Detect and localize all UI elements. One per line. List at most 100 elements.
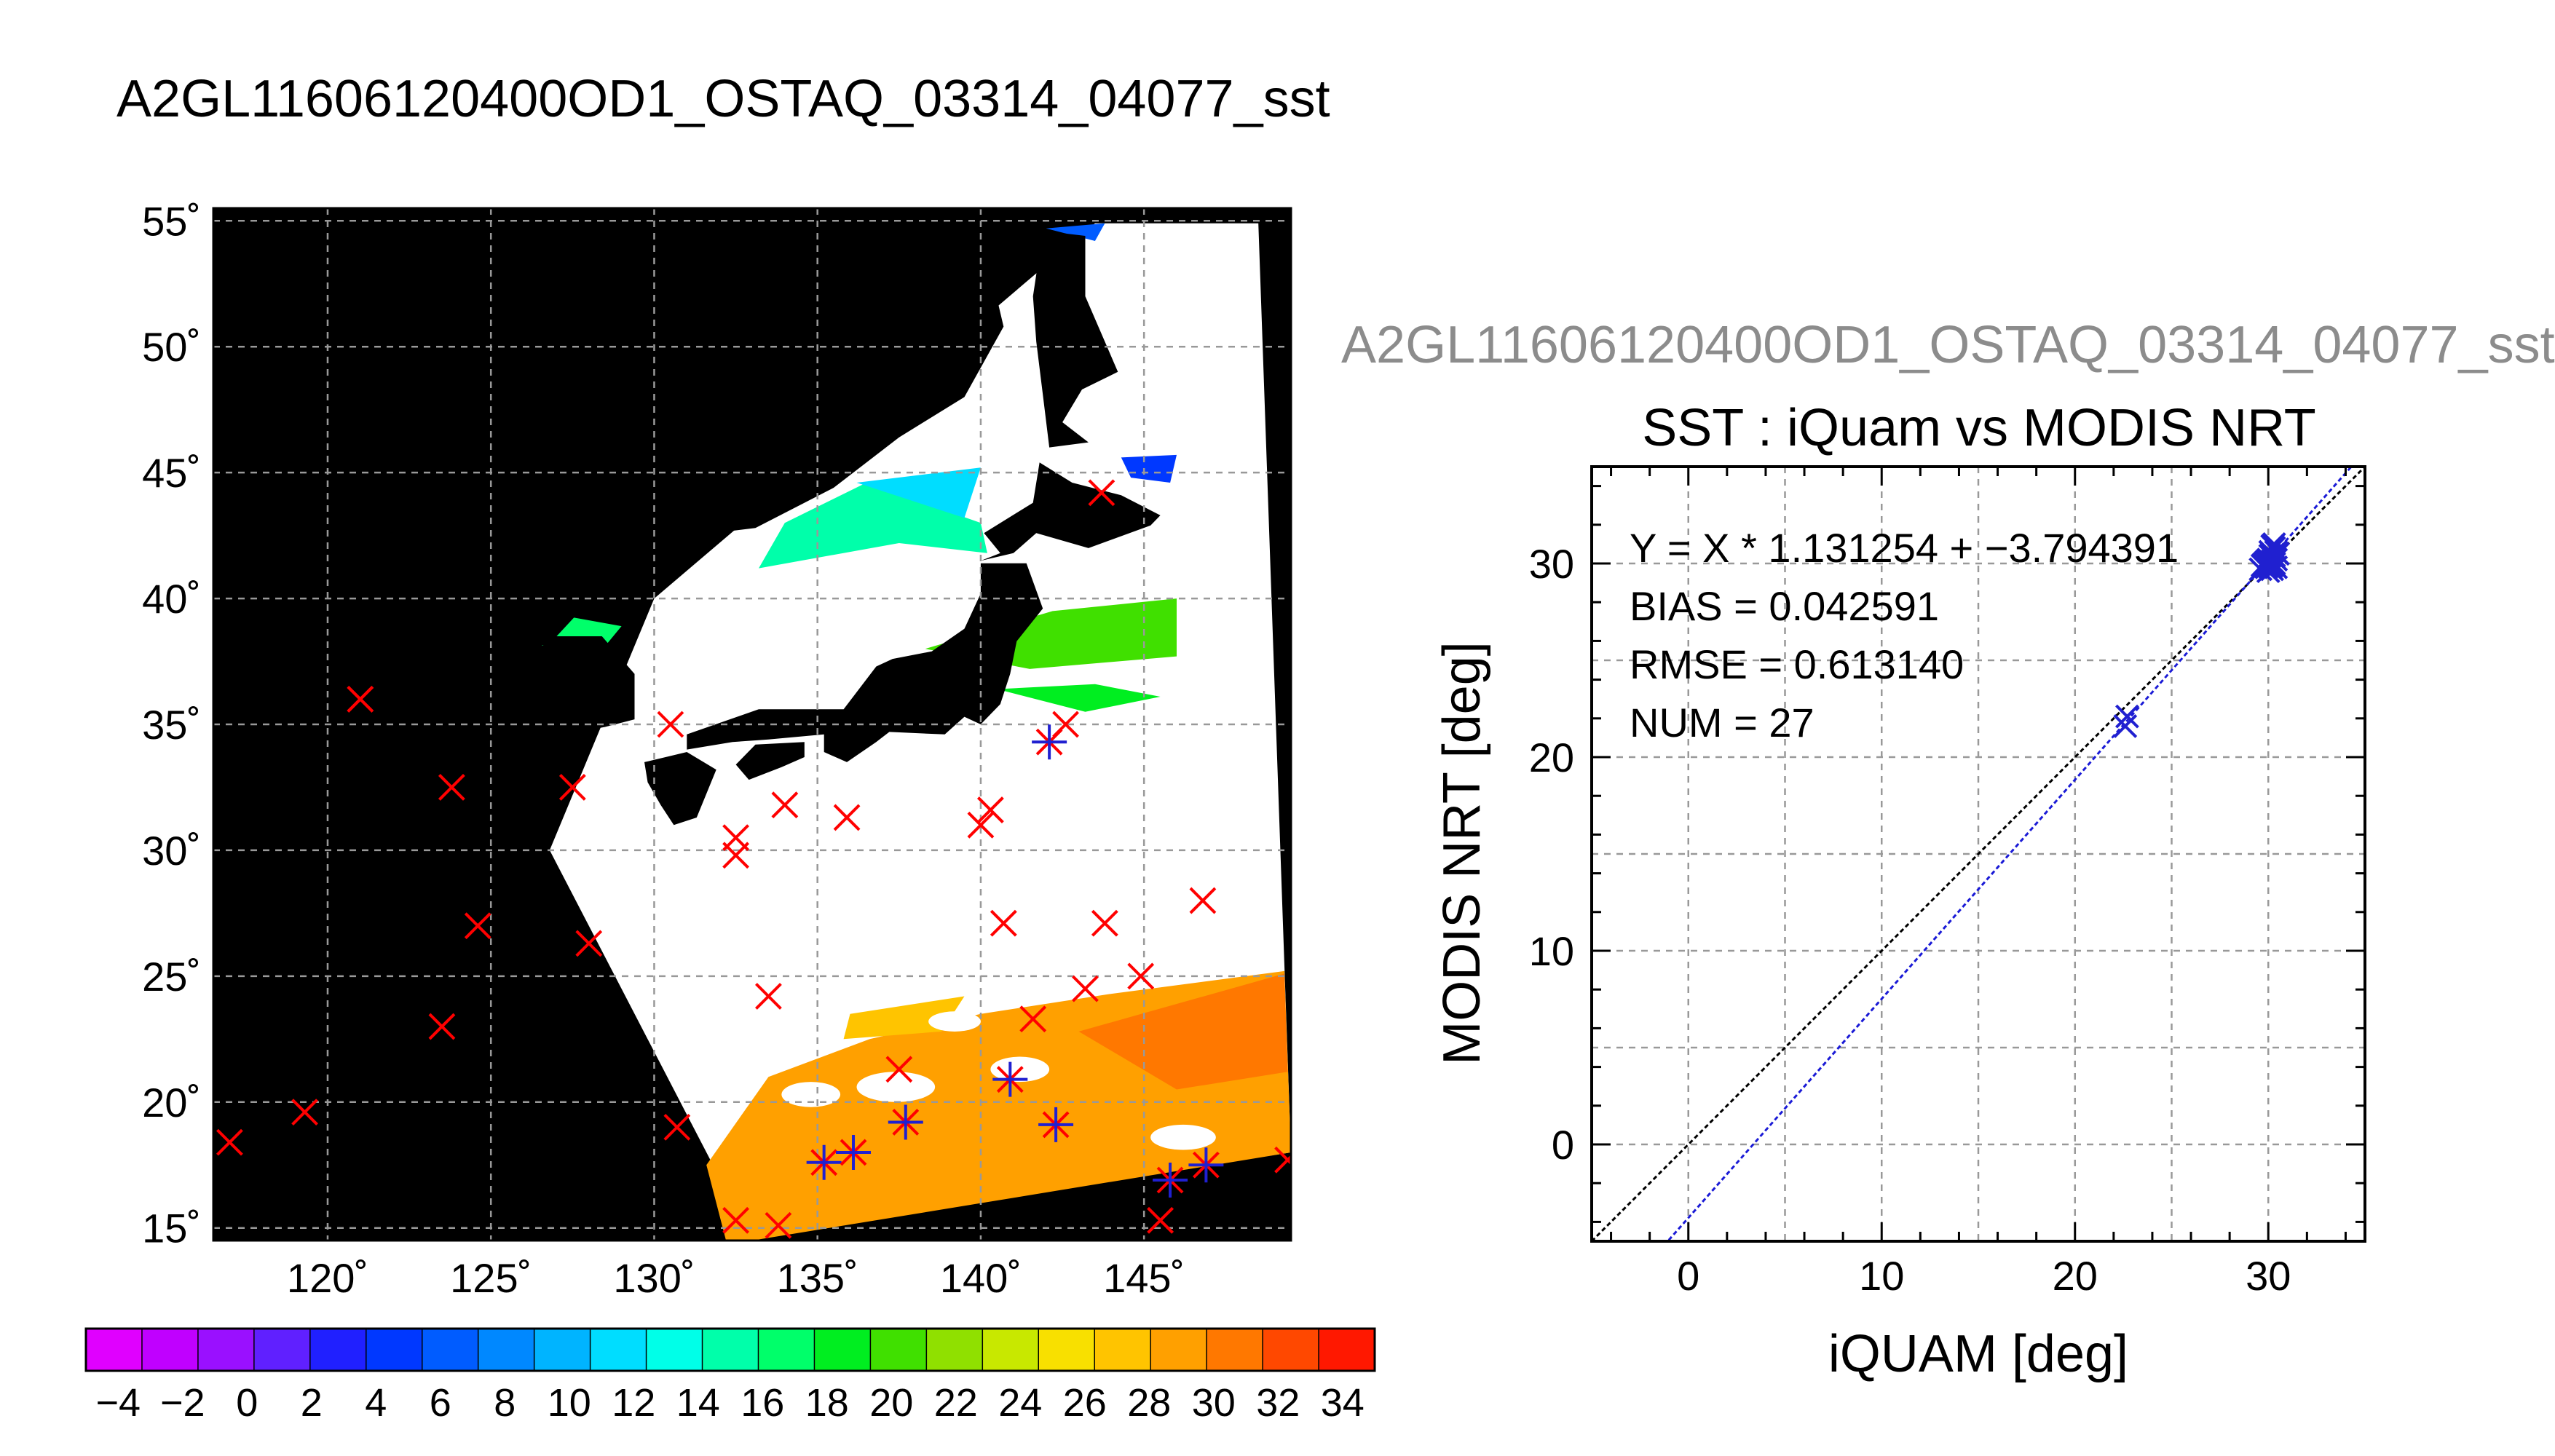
sst-map: 120˚ 125˚ 130˚ 135˚ 140˚ 145˚ 15˚ 20˚ 25˚ 30˚ 35˚ 4… [142,198,1292,1301]
map-x-tick-label: 125˚ [450,1255,532,1301]
colorbar-segment [141,1329,199,1371]
colorbar-segment [1150,1329,1207,1371]
one-to-one-line [1592,467,2365,1241]
main-title: A2GL11606120400OD1_OSTAQ_03314_04077_sst [117,70,1330,128]
colorbar-tick-label: 34 [1321,1381,1365,1425]
match-marker-blue [888,1104,923,1140]
colorbar-tick-label: 2 [301,1381,323,1425]
land-shikoku [735,742,805,780]
land-kyushu [644,752,716,826]
scatter-y-tick-label: 0 [1552,1122,1574,1168]
colorbar-segment [590,1329,647,1371]
y-axis-label: MODIS NRT [deg] [1433,641,1491,1065]
colorbar-tick-label: 28 [1127,1381,1171,1425]
scatter-lines [1592,467,2365,1241]
match-marker-red [976,796,1004,824]
match-marker-red [663,1113,691,1141]
colorbar-tick-label: 14 [676,1381,720,1425]
colorbar-frame [84,1327,1376,1372]
sst-patch-yellow [843,996,965,1040]
colorbar-segment [1094,1329,1151,1371]
land-sakhalin [1032,231,1118,448]
map-graticule [213,208,1291,1241]
colorbar-segment [253,1329,311,1371]
sst-patch-sea-of-japan-north [856,467,981,518]
fit-equation: Y = X * 1.131254 + −3.794391 [1630,525,2179,571]
scatter-points [2113,531,2290,738]
scatter-x-tick-label: 0 [1677,1253,1699,1299]
sst-patch-okhotsk [1121,454,1177,483]
match-marker-red [1274,1146,1291,1174]
match-marker-red [575,930,603,957]
map-y-tick-label: 20˚ [142,1080,201,1125]
map-y-tick-label: 15˚ [142,1206,201,1251]
match-marker-red [438,774,465,801]
scatter-x-tick-label: 30 [2246,1253,2291,1299]
colorbar-tick-label: 24 [998,1381,1042,1425]
colorbar-segment [814,1329,871,1371]
match-marker-red [291,1099,318,1126]
colorbar-segment [1263,1329,1319,1371]
scatter-x-tick-label: 10 [1859,1253,1904,1299]
sst-patch-kuroshio-south [997,684,1161,712]
colorbar-tick-label: 10 [548,1381,591,1425]
match-marker-red [885,1056,913,1083]
map-frame [212,207,1292,1242]
match-marker-red [1019,1005,1047,1033]
colorbar-tick-label: 18 [805,1381,849,1425]
colorbar-tick-labels: −4 −2 0 2 4 6 8 10 12 14 16 18 20 22 24 26 28 30 32 34 [95,1381,1364,1425]
match-marker-red [464,912,491,940]
overlay-title: A2GL11606120400OD1_OSTAQ_03314_04077_sst [1341,316,2555,374]
colorbar-tick-label: −2 [160,1381,205,1425]
scatter-axis-ticks: 0 10 20 30 0 10 20 30 [1529,467,2365,1299]
colorbar-segment [1207,1329,1263,1371]
map-x-tick-label: 130˚ [613,1255,695,1301]
match-marker-blue [836,1134,872,1170]
colorbar-segment [926,1329,983,1371]
match-marker-red [1072,975,1099,1002]
map-x-tick-label: 120˚ [287,1255,368,1301]
rmse-label: RMSE = 0.613140 [1630,641,1964,687]
sst-colorbar [84,1327,1376,1372]
match-marker-red [558,774,586,801]
scatter-y-tick-label: 10 [1529,928,1574,974]
cloud-fleck [781,1082,841,1107]
match-marker-red [428,1013,456,1040]
match-marker-blue [1153,1162,1188,1198]
scatter-point [2115,704,2139,729]
sst-patch-sea-of-japan [759,483,987,569]
colorbar-segment [478,1329,535,1371]
colorbar-tick-label: 22 [934,1381,978,1425]
colorbar-tick-label: 8 [494,1381,516,1425]
colorbar-tick-label: 0 [236,1381,258,1425]
colorbar-segment [197,1329,255,1371]
colorbar-tick-label: 32 [1256,1381,1300,1425]
map-y-tick-label: 55˚ [142,198,201,244]
scatter-y-tick-label: 30 [1529,541,1574,587]
land-honshu [687,563,1043,762]
colorbar-segment [534,1329,591,1371]
colorbar-segment [646,1329,703,1371]
colorbar-tick-label: 26 [1063,1381,1107,1425]
match-marker-red [1189,887,1217,914]
map-y-tick-label: 35˚ [142,702,201,748]
match-marker-blue [992,1061,1028,1097]
scatter-x-tick-label: 20 [2053,1253,2098,1299]
colorbar-tick-label: 4 [365,1381,387,1425]
map-y-tick-label: 40˚ [142,576,201,622]
land-korea [526,636,635,740]
scatter-frame [1590,465,2366,1243]
map-x-tick-label: 135˚ [777,1255,858,1301]
match-marker-red [833,804,861,831]
num-label: NUM = 27 [1630,700,1814,745]
scatter-point [2264,547,2289,572]
colorbar-segment [758,1329,815,1371]
colorbar-tick-label: 16 [741,1381,784,1425]
sst-patch-okhotsk-north [1046,223,1105,241]
scatter-title: SST : iQuam vs MODIS NRT [1642,399,2316,457]
match-marker-red [216,1128,243,1156]
match-marker-red [1091,909,1118,937]
bias-label: BIAS = 0.042591 [1630,583,1939,629]
sst-patch-hot [1078,973,1288,1090]
match-marker-red [722,1206,749,1234]
